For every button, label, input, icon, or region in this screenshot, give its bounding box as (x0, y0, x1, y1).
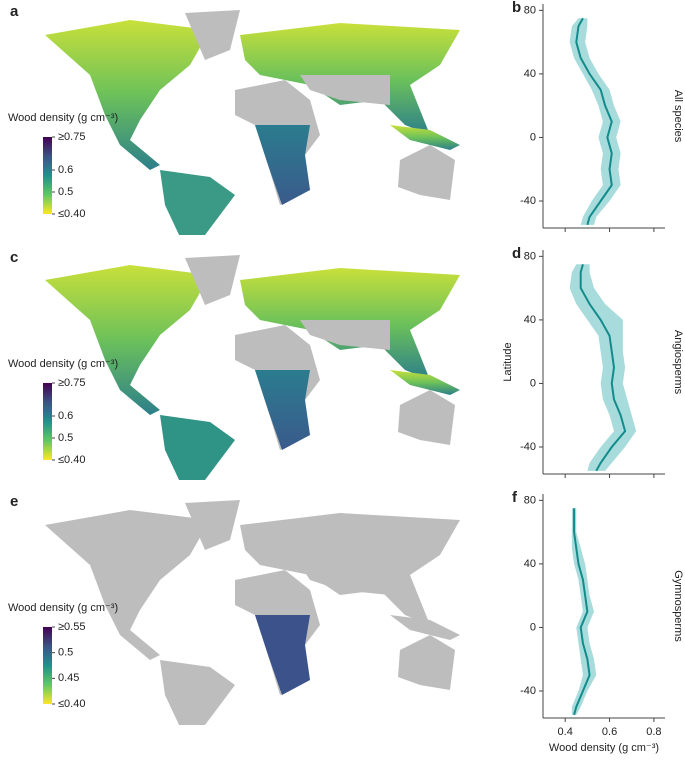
y-tick-label: 0 (530, 131, 536, 143)
colorbar-title: Wood density (g cm⁻³) (8, 358, 118, 370)
y-tick-label: 80 (524, 4, 536, 16)
colorbar-title: Wood density (g cm⁻³) (8, 112, 118, 124)
colorbar-tick-label: ≥0.55 (58, 621, 85, 633)
y-axis-label: Latitude (502, 342, 514, 381)
y-tick-label: 40 (524, 68, 536, 80)
y-tick-label: -40 (520, 685, 536, 697)
uncertainty-band (569, 264, 637, 471)
colorbar-tick-label: 0.6 (58, 410, 73, 422)
x-tick-label: 0.4 (558, 726, 573, 738)
row-label: All species (672, 90, 684, 143)
colorbar (43, 137, 52, 214)
y-tick-label: 40 (524, 314, 536, 326)
colorbar-tick-label: ≥0.75 (58, 377, 85, 389)
y-tick-label: 80 (524, 250, 536, 262)
profile-line (579, 264, 627, 472)
colorbar-tick-label: ≤0.40 (58, 698, 85, 710)
profile-line (575, 17, 613, 226)
x-tick-label: 0.6 (602, 726, 617, 738)
colorbar-tick-label: ≤0.40 (58, 454, 85, 466)
colorbar-tick-label: 0.45 (58, 672, 79, 684)
colorbar-tick-label: 0.6 (58, 164, 73, 176)
colorbar-tick-label: 0.5 (58, 432, 73, 444)
colorbar (43, 627, 52, 704)
x-tick-label: 0.8 (646, 726, 661, 738)
colorbar-tick-label: 0.5 (58, 647, 73, 659)
y-tick-label: 40 (524, 558, 536, 570)
colorbar-title: Wood density (g cm⁻³) (8, 602, 118, 614)
profile-line (573, 508, 591, 716)
y-tick-label: -40 (520, 195, 536, 207)
panel-letter: f (512, 489, 518, 506)
panel-letter: a (10, 3, 19, 20)
y-tick-label: 0 (530, 621, 536, 633)
y-tick-label: 0 (530, 377, 536, 389)
colorbar (43, 383, 52, 460)
colorbar-tick-label: ≤0.40 (58, 208, 85, 220)
row-label: Gymnosperms (672, 570, 684, 642)
panel-letter: e (10, 493, 18, 510)
x-axis-label: Wood density (g cm⁻³) (549, 742, 659, 754)
y-tick-label: 80 (524, 494, 536, 506)
colorbar-tick-label: ≥0.75 (58, 131, 85, 143)
panel-letter: b (512, 0, 521, 16)
uncertainty-band (569, 18, 621, 225)
row-label: Angiosperms (672, 330, 684, 395)
colorbar-tick-label: 0.5 (58, 186, 73, 198)
panel-letter: c (10, 249, 18, 266)
y-tick-label: -40 (520, 441, 536, 453)
panel-letter: d (512, 245, 521, 262)
